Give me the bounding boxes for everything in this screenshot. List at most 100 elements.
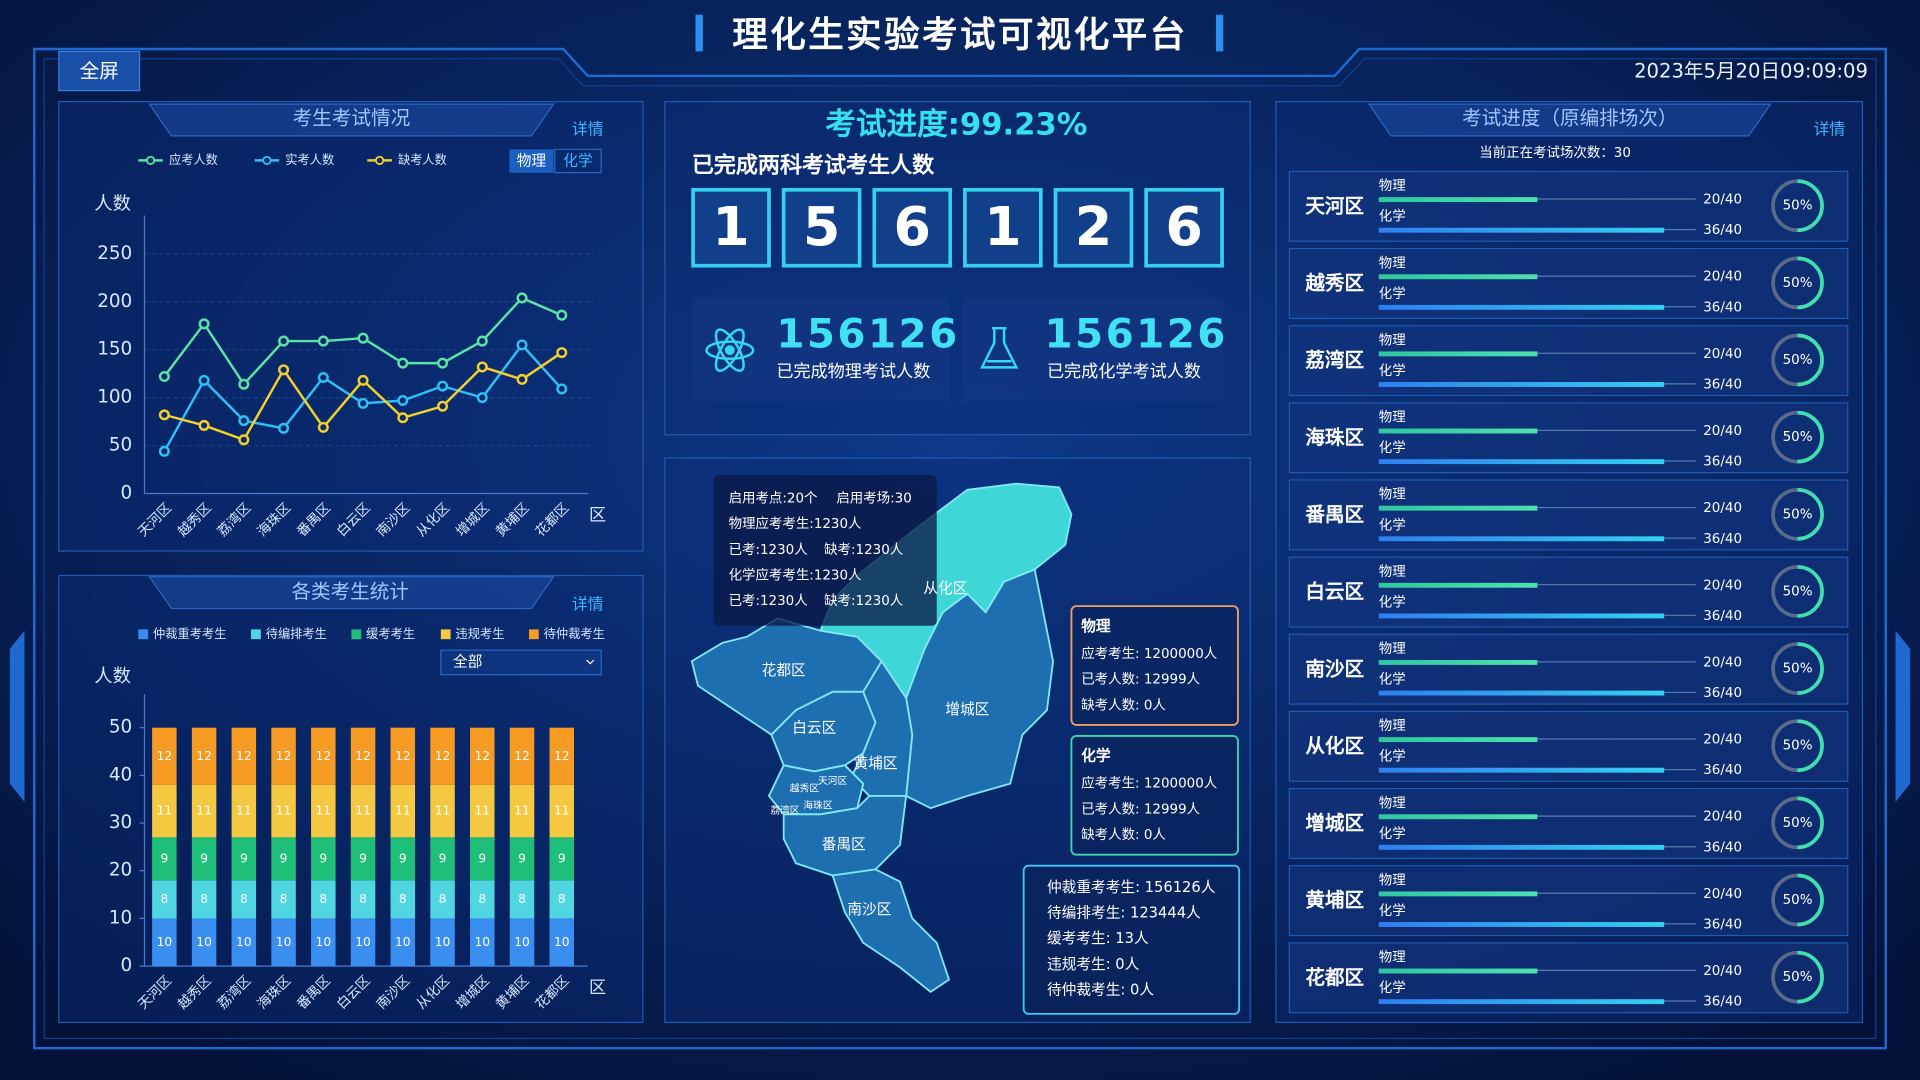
progress-bar bbox=[1378, 814, 1538, 820]
progress-title: 考试进度:99.23% bbox=[825, 108, 1087, 143]
data-point bbox=[317, 335, 329, 347]
digit-box bbox=[781, 187, 862, 268]
fullscreen-label[interactable]: 全屏 bbox=[80, 60, 119, 83]
bar-label: 9 bbox=[240, 851, 248, 865]
select-arrow[interactable] bbox=[586, 659, 595, 665]
bar-segment bbox=[390, 880, 416, 919]
data-point bbox=[198, 318, 210, 330]
bar-segment bbox=[191, 784, 217, 838]
data-point bbox=[158, 445, 170, 457]
subject-label: 化学 bbox=[1379, 517, 1406, 533]
progress-bar bbox=[1378, 382, 1665, 387]
page-title: 理化生实验考试可视化平台 bbox=[732, 15, 1187, 56]
bar-label: 8 bbox=[200, 892, 208, 906]
panel-title: 各类考生统计 bbox=[291, 580, 408, 603]
tab[interactable] bbox=[509, 149, 554, 173]
bar-segment bbox=[509, 784, 535, 838]
progress-bar bbox=[1378, 922, 1665, 927]
legend-label: 缓考考生 bbox=[366, 627, 415, 641]
legend-swatch bbox=[440, 629, 451, 640]
bar-label: 11 bbox=[474, 804, 490, 818]
frame bbox=[33, 47, 1887, 1050]
y-axis-title: 人数 bbox=[94, 666, 131, 687]
info-line: 应考考生: 1200000人 bbox=[1081, 645, 1217, 662]
district-label: 从化区 bbox=[923, 580, 967, 597]
district-name: 白云区 bbox=[1305, 580, 1364, 603]
subject-label: 化学 bbox=[1379, 594, 1406, 610]
tooltip-line: 缺考:1230人 bbox=[824, 593, 903, 609]
bar-label: 9 bbox=[518, 851, 526, 865]
progress-label: 36/40 bbox=[1703, 377, 1742, 392]
bar-label: 12 bbox=[355, 749, 371, 763]
bar-label: 10 bbox=[276, 935, 292, 949]
bar-label: 8 bbox=[399, 892, 407, 906]
bar-label: 9 bbox=[319, 851, 327, 865]
subject-label: 物理 bbox=[1379, 255, 1406, 271]
legend-label: 应考人数 bbox=[169, 152, 218, 167]
progress-bar bbox=[1378, 891, 1538, 897]
ring-progress bbox=[1771, 256, 1824, 310]
tab-label[interactable]: 物理 bbox=[517, 153, 547, 170]
tooltip-line: 已考:1230人 bbox=[729, 593, 808, 609]
district-label: 番禺区 bbox=[822, 836, 866, 853]
region-highlight[interactable] bbox=[819, 482, 1073, 700]
progress-label: 20/40 bbox=[1703, 655, 1742, 670]
data-point bbox=[556, 347, 568, 359]
bar-segment bbox=[509, 880, 535, 919]
tooltip-line: 缺考:1230人 bbox=[824, 542, 903, 558]
progress-bar bbox=[1378, 844, 1665, 850]
filter-select[interactable] bbox=[440, 649, 602, 676]
map bbox=[690, 482, 1073, 993]
progress-label: 36/40 bbox=[1703, 300, 1742, 315]
progress-label: 20/40 bbox=[1703, 501, 1742, 516]
card bbox=[691, 297, 949, 402]
tab-label[interactable]: 化学 bbox=[563, 153, 592, 170]
y-tick-label: 150 bbox=[97, 339, 132, 360]
y-tick-label: 100 bbox=[97, 387, 132, 408]
legend-label: 实考人数 bbox=[285, 152, 334, 167]
subject-label: 化学 bbox=[1379, 980, 1406, 996]
title-plate bbox=[148, 103, 555, 137]
district-name: 番禺区 bbox=[1304, 503, 1364, 526]
ring-progress bbox=[1771, 719, 1824, 773]
bar-segment bbox=[231, 880, 257, 919]
bar-segment bbox=[231, 918, 257, 967]
data-point bbox=[238, 378, 250, 390]
filter-value[interactable]: 全部 bbox=[453, 652, 482, 670]
region[interactable] bbox=[782, 795, 908, 877]
detail-link[interactable]: 详情 bbox=[572, 594, 604, 613]
region[interactable] bbox=[831, 868, 951, 993]
progress-label: 20/40 bbox=[1703, 733, 1742, 748]
region[interactable] bbox=[770, 690, 877, 773]
bar-segment bbox=[191, 880, 217, 919]
bar-segment bbox=[231, 727, 257, 785]
y-tick-label: 0 bbox=[121, 955, 133, 976]
district-name: 黄埔区 bbox=[1305, 889, 1364, 912]
district-label: 花都区 bbox=[762, 662, 806, 679]
bar-segment bbox=[390, 784, 416, 838]
info-title: 物理 bbox=[1081, 617, 1111, 635]
bar-segment bbox=[350, 727, 376, 785]
progress-bar bbox=[1378, 227, 1665, 233]
bar-segment bbox=[350, 880, 376, 919]
info-line: 缺考人数: 0人 bbox=[1081, 827, 1166, 843]
bar-label: 10 bbox=[157, 935, 173, 949]
progress-label: 20/40 bbox=[1703, 964, 1742, 979]
legend-swatch bbox=[138, 629, 149, 640]
progress-label: 20/40 bbox=[1703, 578, 1742, 593]
bar-label: 8 bbox=[439, 892, 447, 906]
progress-label: 20/40 bbox=[1703, 193, 1742, 208]
detail-link[interactable]: 详情 bbox=[572, 119, 604, 138]
fullscreen-button[interactable] bbox=[58, 50, 141, 92]
subject-label: 物理 bbox=[1379, 795, 1406, 811]
ring-label: 50% bbox=[1783, 507, 1813, 522]
ring-progress bbox=[1771, 179, 1824, 233]
tab[interactable] bbox=[554, 148, 602, 174]
bar-segment bbox=[191, 837, 217, 881]
bar-segment bbox=[271, 918, 296, 967]
bar-segment bbox=[390, 837, 416, 881]
subject-label: 化学 bbox=[1379, 749, 1406, 765]
detail-link[interactable]: 详情 bbox=[1813, 119, 1845, 138]
card bbox=[962, 297, 1224, 402]
bar-segment bbox=[311, 837, 336, 881]
